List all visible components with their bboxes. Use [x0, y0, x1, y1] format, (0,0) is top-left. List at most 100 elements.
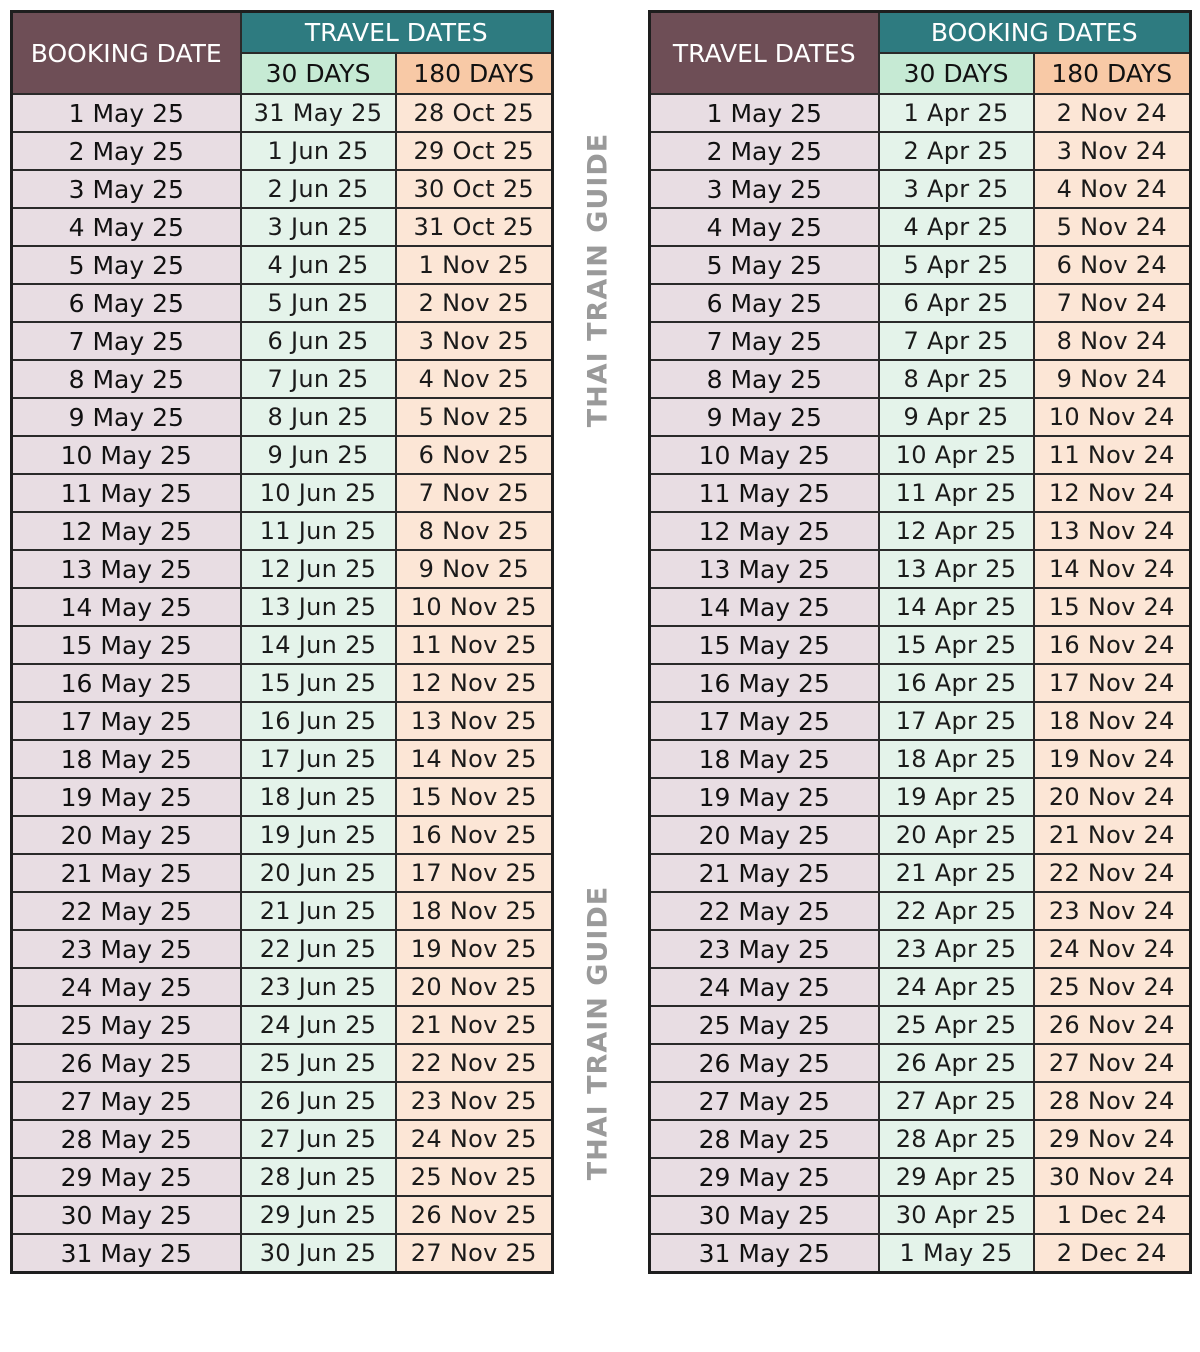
- days-30-header: 30 DAYS: [877, 52, 1035, 95]
- days-30-cell: 18 Apr 25: [877, 739, 1035, 779]
- table-row: 8 May 25 8 Apr 25 9 Nov 24: [648, 359, 1192, 399]
- date-cell: 5 May 25: [648, 245, 880, 285]
- table-row: 14 May 25 14 Apr 25 15 Nov 24: [648, 587, 1192, 627]
- days-30-cell: 19 Jun 25: [239, 815, 397, 855]
- date-cell: 12 May 25: [648, 511, 880, 551]
- table-row: 5 May 25 5 Apr 25 6 Nov 24: [648, 245, 1192, 285]
- days-30-cell: 30 Apr 25: [877, 1195, 1035, 1235]
- days-180-cell: 25 Nov 25: [394, 1157, 554, 1197]
- date-cell: 18 May 25: [10, 739, 242, 779]
- date-cell: 14 May 25: [648, 587, 880, 627]
- date-cell: 3 May 25: [648, 169, 880, 209]
- days-30-cell: 29 Jun 25: [239, 1195, 397, 1235]
- days-30-cell: 5 Jun 25: [239, 283, 397, 323]
- date-cell: 10 May 25: [10, 435, 242, 475]
- days-180-cell: 16 Nov 25: [394, 815, 554, 855]
- days-180-cell: 3 Nov 24: [1032, 131, 1192, 171]
- date-cell: 17 May 25: [648, 701, 880, 741]
- table-row: 6 May 25 5 Jun 25 2 Nov 25: [10, 283, 554, 323]
- date-cell: 21 May 25: [10, 853, 242, 893]
- days-30-cell: 28 Jun 25: [239, 1157, 397, 1197]
- date-cell: 8 May 25: [648, 359, 880, 399]
- travel-dates-group-header: TRAVEL DATES: [239, 10, 554, 54]
- days-180-cell: 29 Oct 25: [394, 131, 554, 171]
- booking-to-travel-table: BOOKING DATE TRAVEL DATES 30 DAYS 180 DA…: [10, 10, 554, 1274]
- days-30-cell: 26 Apr 25: [877, 1043, 1035, 1083]
- days-180-cell: 14 Nov 25: [394, 739, 554, 779]
- days-30-cell: 9 Apr 25: [877, 397, 1035, 437]
- date-cell: 21 May 25: [648, 853, 880, 893]
- days-180-cell: 1 Dec 24: [1032, 1195, 1192, 1235]
- days-30-cell: 14 Apr 25: [877, 587, 1035, 627]
- date-cell: 23 May 25: [10, 929, 242, 969]
- table-row: 11 May 25 10 Jun 25 7 Nov 25: [10, 473, 554, 513]
- date-cell: 28 May 25: [648, 1119, 880, 1159]
- days-180-cell: 5 Nov 24: [1032, 207, 1192, 247]
- date-cell: 2 May 25: [10, 131, 242, 171]
- table-row: 1 May 25 31 May 25 28 Oct 25: [10, 93, 554, 133]
- days-30-cell: 24 Apr 25: [877, 967, 1035, 1007]
- table-row: 25 May 25 24 Jun 25 21 Nov 25: [10, 1005, 554, 1045]
- date-cell: 6 May 25: [10, 283, 242, 323]
- days-30-cell: 3 Jun 25: [239, 207, 397, 247]
- days-30-cell: 26 Jun 25: [239, 1081, 397, 1121]
- table-row: 17 May 25 16 Jun 25 13 Nov 25: [10, 701, 554, 741]
- date-cell: 17 May 25: [10, 701, 242, 741]
- date-cell: 15 May 25: [10, 625, 242, 665]
- date-cell: 20 May 25: [648, 815, 880, 855]
- days-180-cell: 24 Nov 25: [394, 1119, 554, 1159]
- days-30-cell: 16 Apr 25: [877, 663, 1035, 703]
- date-cell: 22 May 25: [648, 891, 880, 931]
- table-row: 3 May 25 3 Apr 25 4 Nov 24: [648, 169, 1192, 209]
- days-180-cell: 20 Nov 25: [394, 967, 554, 1007]
- days-30-cell: 19 Apr 25: [877, 777, 1035, 817]
- table-row: 10 May 25 10 Apr 25 11 Nov 24: [648, 435, 1192, 475]
- days-180-cell: 2 Dec 24: [1032, 1233, 1192, 1274]
- days-30-cell: 11 Jun 25: [239, 511, 397, 551]
- date-cell: 28 May 25: [10, 1119, 242, 1159]
- days-30-cell: 6 Jun 25: [239, 321, 397, 361]
- table-row: 26 May 25 26 Apr 25 27 Nov 24: [648, 1043, 1192, 1083]
- days-180-cell: 6 Nov 24: [1032, 245, 1192, 285]
- table-row: 25 May 25 25 Apr 25 26 Nov 24: [648, 1005, 1192, 1045]
- date-cell: 22 May 25: [10, 891, 242, 931]
- table-row: 2 May 25 2 Apr 25 3 Nov 24: [648, 131, 1192, 171]
- days-30-cell: 28 Apr 25: [877, 1119, 1035, 1159]
- days-180-cell: 21 Nov 24: [1032, 815, 1192, 855]
- table-row: 23 May 25 23 Apr 25 24 Nov 24: [648, 929, 1192, 969]
- days-180-cell: 4 Nov 25: [394, 359, 554, 399]
- date-cell: 16 May 25: [648, 663, 880, 703]
- days-30-cell: 23 Apr 25: [877, 929, 1035, 969]
- days-180-cell: 27 Nov 24: [1032, 1043, 1192, 1083]
- days-180-cell: 25 Nov 24: [1032, 967, 1192, 1007]
- days-30-cell: 15 Jun 25: [239, 663, 397, 703]
- date-cell: 12 May 25: [10, 511, 242, 551]
- date-cell: 25 May 25: [648, 1005, 880, 1045]
- date-cell: 3 May 25: [10, 169, 242, 209]
- date-cell: 19 May 25: [10, 777, 242, 817]
- days-30-cell: 17 Jun 25: [239, 739, 397, 779]
- days-180-cell: 24 Nov 24: [1032, 929, 1192, 969]
- days-30-cell: 12 Jun 25: [239, 549, 397, 589]
- days-180-cell: 9 Nov 24: [1032, 359, 1192, 399]
- days-180-cell: 7 Nov 25: [394, 473, 554, 513]
- days-30-cell: 22 Apr 25: [877, 891, 1035, 931]
- days-30-cell: 5 Apr 25: [877, 245, 1035, 285]
- table-row: 14 May 25 13 Jun 25 10 Nov 25: [10, 587, 554, 627]
- days-30-cell: 29 Apr 25: [877, 1157, 1035, 1197]
- table-row: 18 May 25 18 Apr 25 19 Nov 24: [648, 739, 1192, 779]
- days-180-cell: 29 Nov 24: [1032, 1119, 1192, 1159]
- table-row: 15 May 25 14 Jun 25 11 Nov 25: [10, 625, 554, 665]
- table-row: 22 May 25 21 Jun 25 18 Nov 25: [10, 891, 554, 931]
- days-30-cell: 12 Apr 25: [877, 511, 1035, 551]
- days-180-cell: 21 Nov 25: [394, 1005, 554, 1045]
- days-180-cell: 4 Nov 24: [1032, 169, 1192, 209]
- days-180-cell: 12 Nov 24: [1032, 473, 1192, 513]
- days-30-cell: 10 Apr 25: [877, 435, 1035, 475]
- days-180-cell: 22 Nov 25: [394, 1043, 554, 1083]
- days-30-cell: 18 Jun 25: [239, 777, 397, 817]
- date-cell: 26 May 25: [648, 1043, 880, 1083]
- table-row: 15 May 25 15 Apr 25 16 Nov 24: [648, 625, 1192, 665]
- days-180-cell: 8 Nov 25: [394, 511, 554, 551]
- days-30-cell: 1 Jun 25: [239, 131, 397, 171]
